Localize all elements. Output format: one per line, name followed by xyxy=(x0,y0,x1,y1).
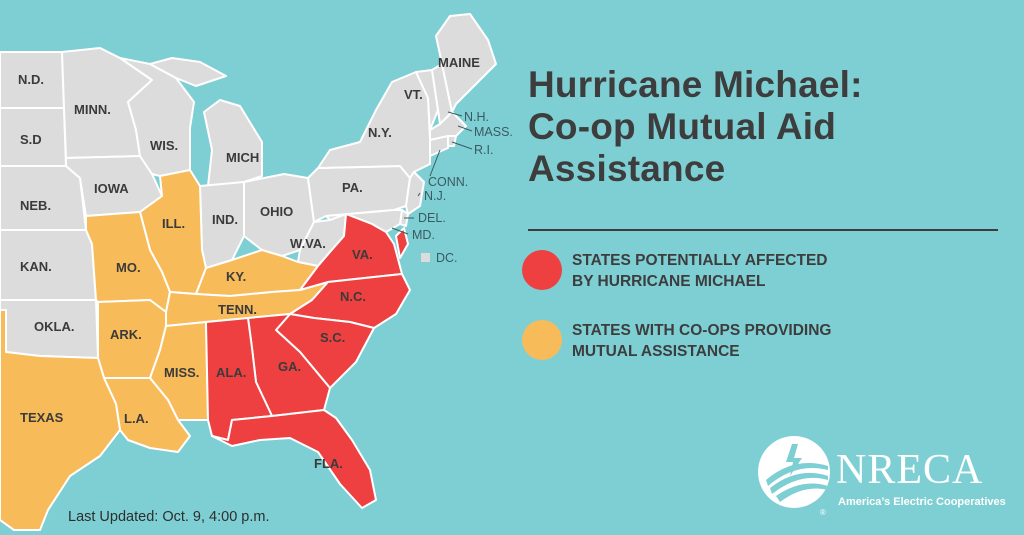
label-maine: MAINE xyxy=(438,55,480,70)
logo-tagline: America’s Electric Cooperatives xyxy=(838,496,1006,508)
dc-marker xyxy=(421,253,430,262)
state-va-shore xyxy=(395,227,409,259)
page-title: Hurricane Michael: Co-op Mutual Aid Assi… xyxy=(528,64,998,190)
label-ind: IND. xyxy=(212,212,238,227)
label-ny: N.Y. xyxy=(368,125,392,140)
label-ohio: OHIO xyxy=(260,204,293,219)
state-labels: N.D. S.D NEB. KAN. OKLA. TEXAS MINN. IOW… xyxy=(18,55,513,471)
label-nd: N.D. xyxy=(18,72,44,87)
logo-mark-icon xyxy=(766,444,828,502)
last-updated-text: Last Updated: Oct. 9, 4:00 p.m. xyxy=(68,509,270,525)
state-vt xyxy=(415,69,439,131)
label-sd: S.D xyxy=(20,132,42,147)
label-nh: N.H. xyxy=(464,110,489,124)
nreca-logo-icon xyxy=(758,436,830,508)
label-sc: S.C. xyxy=(320,330,345,345)
leader-lines xyxy=(391,111,473,235)
state-mich xyxy=(203,99,263,187)
label-vt: VT. xyxy=(404,87,423,102)
assisting-states xyxy=(0,169,329,531)
label-neb: NEB. xyxy=(20,198,51,213)
label-wva: W.VA. xyxy=(290,236,326,251)
label-ga: GA. xyxy=(278,359,301,374)
neutral-states xyxy=(0,13,497,359)
label-mass: MASS. xyxy=(474,125,513,139)
label-wis: WIS. xyxy=(150,138,178,153)
label-minn: MINN. xyxy=(74,102,111,117)
legend-item-affected: STATES POTENTIALLY AFFECTED BY HURRICANE… xyxy=(522,250,827,292)
label-del: DEL. xyxy=(418,211,446,225)
label-miss: MISS. xyxy=(164,365,199,380)
label-nc: N.C. xyxy=(340,289,366,304)
legend-item-assisting: STATES WITH CO-OPS PROVIDING MUTUAL ASSI… xyxy=(522,320,832,362)
label-iowa: IOWA xyxy=(94,181,129,196)
affected-states xyxy=(205,213,411,509)
label-ky: KY. xyxy=(226,269,246,284)
state-ri xyxy=(447,135,457,147)
title-line-2: Co-op Mutual Aid xyxy=(528,106,837,147)
legend-swatch-assisting xyxy=(522,320,562,360)
label-ill: ILL. xyxy=(162,216,185,231)
label-okla: OKLA. xyxy=(34,319,74,334)
label-pa: PA. xyxy=(342,180,363,195)
logo-registered-mark: ® xyxy=(820,508,826,517)
label-nj: N.J. xyxy=(424,189,446,203)
label-kan: KAN. xyxy=(20,259,52,274)
legend-swatch-affected xyxy=(522,250,562,290)
label-ri: R.I. xyxy=(474,143,493,157)
label-mich: MICH xyxy=(226,150,259,165)
label-ala: ALA. xyxy=(216,365,246,380)
label-ark: ARK. xyxy=(110,327,142,342)
state-neb xyxy=(0,165,87,231)
label-la: L.A. xyxy=(124,411,149,426)
label-conn: CONN. xyxy=(428,175,468,189)
label-fla: FLA. xyxy=(314,456,343,471)
label-tenn: TENN. xyxy=(218,302,257,317)
legend-label-affected: STATES POTENTIALLY AFFECTED BY HURRICANE… xyxy=(572,252,828,290)
state-conn xyxy=(429,135,449,157)
label-va: VA. xyxy=(352,247,373,262)
label-texas: TEXAS xyxy=(20,410,64,425)
title-divider xyxy=(528,229,998,231)
legend-label-assisting: STATES WITH CO-OPS PROVIDING MUTUAL ASSI… xyxy=(572,322,832,360)
label-mo: MO. xyxy=(116,260,141,275)
state-nj xyxy=(405,171,425,215)
title-line-1: Hurricane Michael: xyxy=(528,64,863,105)
state-maine xyxy=(435,13,497,113)
logo-name: NRECA xyxy=(836,447,984,493)
state-fla xyxy=(211,409,377,509)
title-line-3: Assistance xyxy=(528,148,726,189)
state-texas xyxy=(0,309,121,531)
label-dc: DC. xyxy=(436,251,458,265)
label-md: MD. xyxy=(412,228,435,242)
state-mich-up xyxy=(149,57,227,87)
